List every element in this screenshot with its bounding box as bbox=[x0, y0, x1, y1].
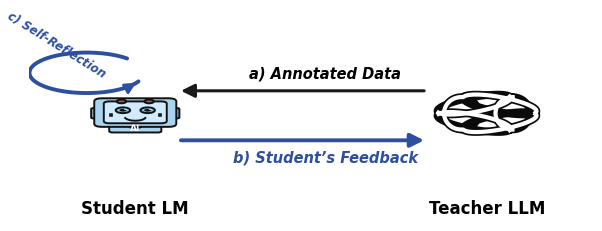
Circle shape bbox=[124, 109, 127, 110]
Text: b) Student’s Feedback: b) Student’s Feedback bbox=[233, 150, 418, 165]
Text: AI: AI bbox=[130, 123, 140, 132]
FancyBboxPatch shape bbox=[91, 109, 105, 119]
Polygon shape bbox=[495, 98, 530, 130]
Circle shape bbox=[117, 100, 126, 104]
Polygon shape bbox=[438, 95, 510, 115]
FancyBboxPatch shape bbox=[95, 99, 176, 127]
Polygon shape bbox=[444, 98, 479, 130]
FancyBboxPatch shape bbox=[130, 124, 141, 128]
FancyBboxPatch shape bbox=[104, 102, 167, 124]
Text: a) Annotated Data: a) Annotated Data bbox=[249, 66, 402, 81]
Circle shape bbox=[140, 108, 155, 114]
Text: c) Self-Reflection: c) Self-Reflection bbox=[5, 10, 108, 81]
Polygon shape bbox=[438, 112, 510, 133]
Circle shape bbox=[119, 109, 126, 112]
Polygon shape bbox=[463, 112, 536, 133]
Circle shape bbox=[144, 100, 154, 104]
Circle shape bbox=[144, 109, 151, 112]
Polygon shape bbox=[463, 95, 536, 115]
FancyBboxPatch shape bbox=[109, 123, 161, 133]
Circle shape bbox=[116, 108, 130, 114]
Circle shape bbox=[149, 109, 152, 110]
FancyBboxPatch shape bbox=[166, 109, 179, 119]
Text: Teacher LLM: Teacher LLM bbox=[429, 199, 545, 217]
Text: Student LM: Student LM bbox=[81, 199, 189, 217]
